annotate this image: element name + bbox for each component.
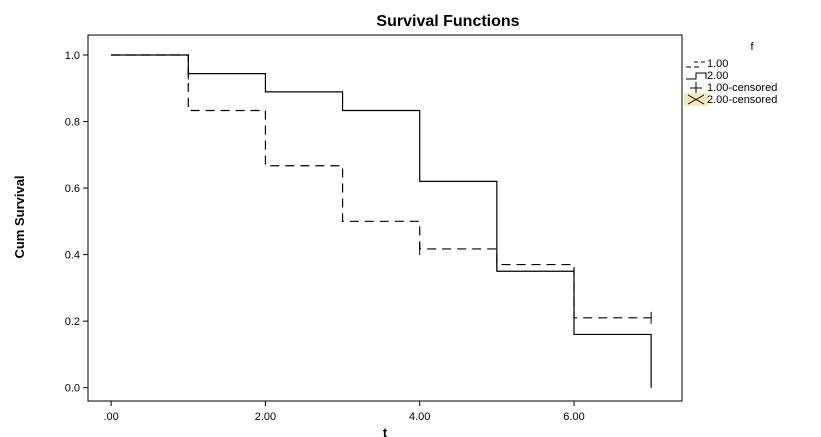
legend-cross-icon-b xyxy=(687,94,705,105)
y-tick-label: 1.0 xyxy=(65,50,80,62)
x-tick-label: 2.00 xyxy=(255,411,276,423)
chart-title: Survival Functions xyxy=(376,13,519,30)
x-tick-label: .00 xyxy=(103,411,118,423)
legend-title: f xyxy=(750,41,754,53)
legend-label: 1.00-censored xyxy=(707,82,777,94)
y-axis-label: Cum Survival xyxy=(12,175,27,258)
x-axis-label: t xyxy=(383,425,388,437)
x-tick-label: 6.00 xyxy=(563,411,584,423)
plot-frame xyxy=(87,34,683,402)
axis-ticks: 0.0 0.2 0.4 0.6 0.8 1.0 .00 2.00 4.00 6.00 xyxy=(65,50,585,423)
censor-marks xyxy=(187,67,652,324)
series-1-line xyxy=(111,54,652,319)
y-tick-label: 0.0 xyxy=(65,383,80,395)
legend-item-4: 2.00-censored xyxy=(684,93,777,106)
legend-solid-step-icon xyxy=(686,72,707,80)
legend-label: 1.00 xyxy=(707,58,728,70)
series-group xyxy=(111,54,652,388)
y-tick-label: 0.4 xyxy=(65,250,80,262)
legend-item-3: 1.00-censored xyxy=(690,82,777,94)
legend-label: 2.00-censored xyxy=(707,94,777,106)
y-tick-label: 0.6 xyxy=(65,183,80,195)
y-tick-label: 0.2 xyxy=(65,316,80,328)
x-tick-label: 4.00 xyxy=(409,411,430,423)
legend-item-1: 1.00 xyxy=(686,58,728,70)
legend-item-2: 2.00 xyxy=(686,70,728,82)
y-tick-label: 0.8 xyxy=(65,117,80,129)
legend-label: 2.00 xyxy=(707,70,728,82)
